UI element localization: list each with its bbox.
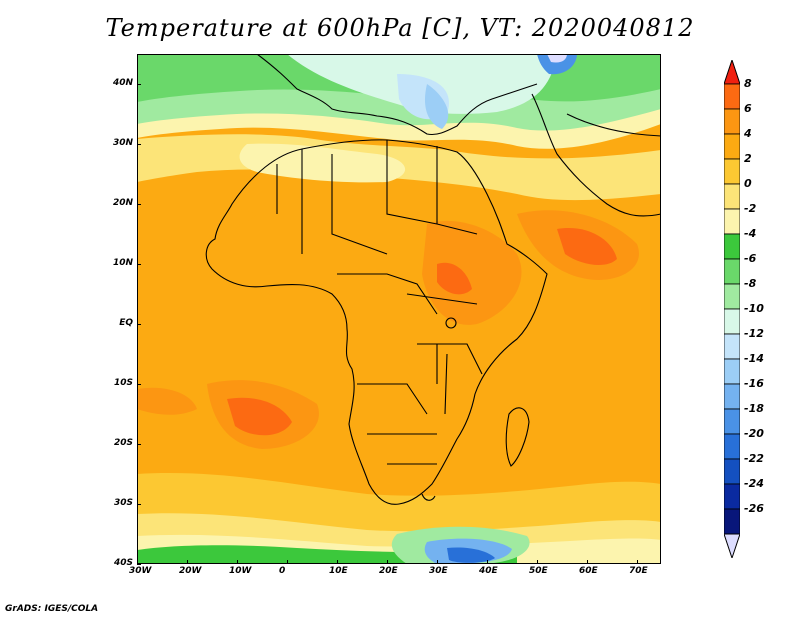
lon-label: 10E <box>329 566 348 576</box>
colorbar-swatch <box>724 183 740 210</box>
colorbar-swatch <box>724 458 740 485</box>
lat-label: 40N <box>112 78 133 88</box>
lat-label: 30N <box>112 138 133 148</box>
lat-label: 10S <box>113 378 133 388</box>
lon-tick <box>237 560 238 564</box>
colorbar-swatch <box>724 133 740 160</box>
colorbar-label: -22 <box>744 452 764 465</box>
colorbar-label: -26 <box>744 502 764 515</box>
lat-label: 10N <box>112 258 133 268</box>
lat-tick <box>137 324 141 325</box>
lon-tick <box>487 560 488 564</box>
lat-label: 40S <box>113 558 133 568</box>
lat-label: EQ <box>119 318 133 328</box>
colorbar-label: -12 <box>744 327 764 340</box>
temperature-map <box>137 54 661 564</box>
lon-tick <box>337 560 338 564</box>
colorbar-label: 8 <box>744 77 752 90</box>
arrow-up-icon <box>724 60 740 85</box>
lon-label: 60E <box>579 566 598 576</box>
colorbar-label: -4 <box>744 227 757 240</box>
colorbar-label: 0 <box>744 177 752 190</box>
lon-tick <box>637 560 638 564</box>
lon-label: 0 <box>279 566 286 576</box>
colorbar-swatch <box>724 433 740 460</box>
lon-tick <box>287 560 288 564</box>
lon-label: 50E <box>529 566 548 576</box>
colorbar-swatch <box>724 508 740 535</box>
colorbar-label: -8 <box>744 277 757 290</box>
colorbar-swatch <box>724 258 740 285</box>
colorbar-label: -16 <box>744 377 764 390</box>
lat-tick <box>137 384 141 385</box>
colorbar-label: 2 <box>744 152 752 165</box>
colorbar-swatch <box>724 158 740 185</box>
lon-tick <box>137 560 138 564</box>
lat-tick <box>137 264 141 265</box>
lon-label: 40E <box>479 566 498 576</box>
colorbar-swatch <box>724 233 740 260</box>
colorbar-swatch <box>724 108 740 135</box>
lat-tick <box>137 144 141 145</box>
lon-label: 20W <box>179 566 202 576</box>
colorbar-label: -24 <box>744 477 764 490</box>
colorbar-swatch <box>724 358 740 385</box>
lon-tick <box>387 560 388 564</box>
colorbar-swatch <box>724 408 740 435</box>
lat-label: 20N <box>112 198 133 208</box>
chart-title: Temperature at 600hPa [C], VT: 202004081… <box>105 14 695 42</box>
lon-label: 20E <box>379 566 398 576</box>
colorbar-label: -10 <box>744 302 764 315</box>
lat-tick <box>137 204 141 205</box>
arrow-down-icon <box>724 533 740 558</box>
colorbar-swatch <box>724 283 740 310</box>
lon-tick <box>587 560 588 564</box>
lat-label: 20S <box>113 438 133 448</box>
lat-tick <box>137 504 141 505</box>
colorbar-label: -20 <box>744 427 764 440</box>
colorbar-label: -14 <box>744 352 764 365</box>
lon-label: 70E <box>629 566 648 576</box>
lon-label: 30W <box>129 566 152 576</box>
colorbar-swatch <box>724 208 740 235</box>
lon-tick <box>187 560 188 564</box>
lon-label: 30E <box>429 566 448 576</box>
colorbar-swatch <box>724 308 740 335</box>
lat-tick <box>137 444 141 445</box>
lon-label: 10W <box>229 566 252 576</box>
colorbar-label: -18 <box>744 402 764 415</box>
colorbar <box>724 60 740 558</box>
credit-text: GrADS: IGES/COLA <box>5 604 99 614</box>
colorbar-swatch <box>724 333 740 360</box>
lat-label: 30S <box>113 498 133 508</box>
lon-tick <box>437 560 438 564</box>
colorbar-swatch <box>724 383 740 410</box>
lat-tick <box>137 84 141 85</box>
colorbar-label: 6 <box>744 102 752 115</box>
colorbar-label: -2 <box>744 202 757 215</box>
colorbar-label: 4 <box>744 127 752 140</box>
colorbar-swatch <box>724 483 740 510</box>
lon-tick <box>537 560 538 564</box>
lat-tick <box>137 564 141 565</box>
colorbar-swatch <box>724 83 740 110</box>
colorbar-label: -6 <box>744 252 757 265</box>
